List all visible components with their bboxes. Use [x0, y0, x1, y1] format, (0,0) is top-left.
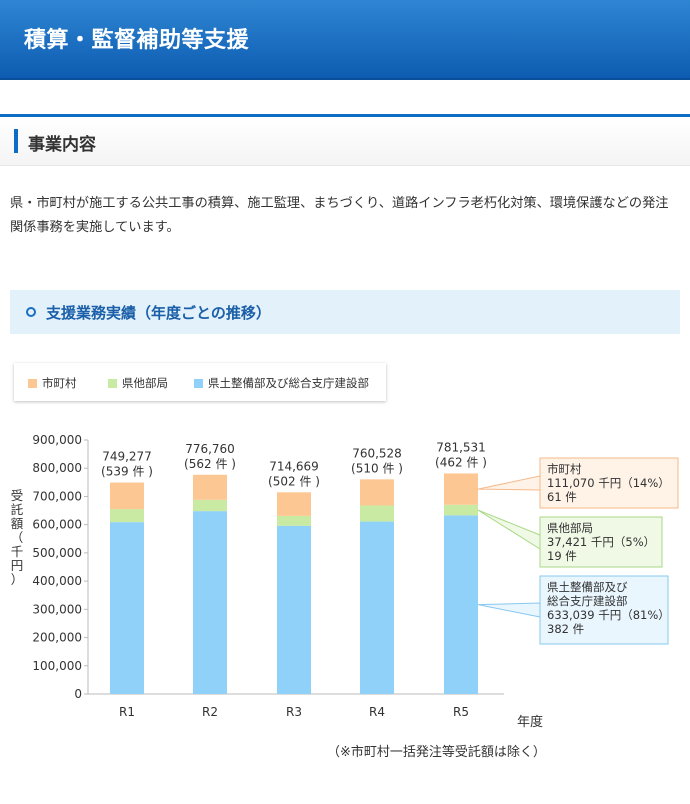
y-tick-label: 700,000 [32, 489, 82, 503]
bar-count-label: (462 件 ) [435, 455, 487, 469]
y-tick-label: 500,000 [32, 546, 82, 560]
bar-segment [360, 479, 394, 506]
bar-segment [444, 515, 478, 694]
y-tick-label: 200,000 [32, 631, 82, 645]
callout-text: 633,039 千円（81%） [547, 608, 670, 622]
callout-text: 61 件 [547, 490, 577, 504]
bar-segment [110, 509, 144, 523]
callout-pointer [477, 602, 541, 618]
section-divider [0, 114, 690, 117]
legend-swatch [194, 379, 203, 388]
x-tick-label: R2 [202, 705, 218, 719]
x-tick-label: R4 [369, 705, 385, 719]
callout-box [539, 575, 669, 645]
bar-segment [444, 504, 478, 516]
page-title: 積算・監督補助等支援 [24, 28, 250, 53]
legend-item-construction-dept: 県土整備部及び総合支庁建設部 [194, 375, 369, 391]
bar-segment [277, 525, 311, 694]
bar-total-label: 714,669 [269, 459, 319, 473]
legend-item-other-depts: 県他部局 [108, 375, 168, 391]
section-title: 事業内容 [28, 135, 96, 155]
bar-total-label: 776,760 [185, 442, 235, 456]
y-tick-label: 600,000 [32, 518, 82, 532]
legend-swatch [108, 379, 117, 388]
bar-segment [444, 473, 478, 505]
callout-text: 市町村 [547, 462, 582, 476]
legend-label: 県他部局 [122, 376, 168, 390]
section-heading: 事業内容 [0, 117, 690, 166]
business-description: 県・市町村が施工する公共工事の積算、施工監理、まちづくり、道路インフラ老朽化対策… [10, 196, 669, 235]
legend-label: 県土整備部及び総合支庁建設部 [208, 376, 369, 390]
legend-swatch [28, 379, 37, 388]
y-tick-label: 0 [74, 687, 82, 701]
y-axis-label: 受託額（千円） [11, 488, 24, 587]
callout-pointer [477, 475, 541, 491]
y-tick-label: 400,000 [32, 574, 82, 588]
callout-text: 県他部局 [547, 521, 593, 535]
y-tick-label: 300,000 [32, 602, 82, 616]
x-axis-label: 年度 [517, 714, 543, 730]
bar-total-label: 760,528 [352, 446, 402, 460]
bar-segment [193, 511, 227, 694]
bar-total-label: 749,277 [102, 450, 152, 464]
bar-segment [277, 515, 311, 526]
y-tick-label: 900,000 [32, 433, 82, 447]
callout-text: 19 件 [547, 549, 577, 563]
chart-footnote: （※市町村一括発注等受託額は除く） [327, 745, 546, 760]
legend-item-municipality: 市町村 [28, 375, 77, 391]
bar-segment [110, 522, 144, 694]
x-tick-label: R3 [286, 705, 302, 719]
callout-box [539, 457, 679, 509]
bar-segment [193, 499, 227, 512]
bar-count-label: (539 件 ) [101, 465, 153, 479]
bar-segment [110, 482, 144, 510]
chart-legend: 市町村 県他部局 県土整備部及び総合支庁建設部 [14, 363, 386, 401]
subsection-heading: 支援業務実績（年度ごとの推移） [10, 290, 680, 334]
callout-text: 37,421 千円（5%） [547, 535, 655, 549]
bar-segment [360, 521, 394, 694]
page-header: 積算・監督補助等支援 [0, 0, 690, 80]
y-tick-label: 100,000 [32, 659, 82, 673]
bar-count-label: (510 件 ) [351, 461, 403, 475]
x-tick-label: R5 [453, 705, 469, 719]
bar-segment [360, 505, 394, 522]
subsection-title: 支援業務実績（年度ごとの推移） [46, 304, 271, 322]
bar-segment [193, 474, 227, 500]
bar-count-label: (562 件 ) [184, 457, 236, 471]
callout-text: 県土整備部及び [547, 580, 628, 594]
callout-text: 総合支庁建設部 [547, 594, 628, 608]
legend-label: 市町村 [42, 376, 77, 390]
bar-segment [277, 492, 311, 516]
callout-text: 111,070 千円（14%） [547, 476, 670, 490]
callout-box [539, 516, 663, 568]
bar-total-label: 781,531 [436, 440, 486, 454]
y-tick-label: 800,000 [32, 461, 82, 475]
section-heading-bar [14, 129, 18, 153]
callout-text: 382 件 [547, 622, 584, 636]
circle-bullet-icon [26, 307, 36, 317]
bar-count-label: (502 件 ) [268, 474, 320, 488]
callout-pointer [477, 509, 541, 550]
x-tick-label: R1 [119, 705, 135, 719]
